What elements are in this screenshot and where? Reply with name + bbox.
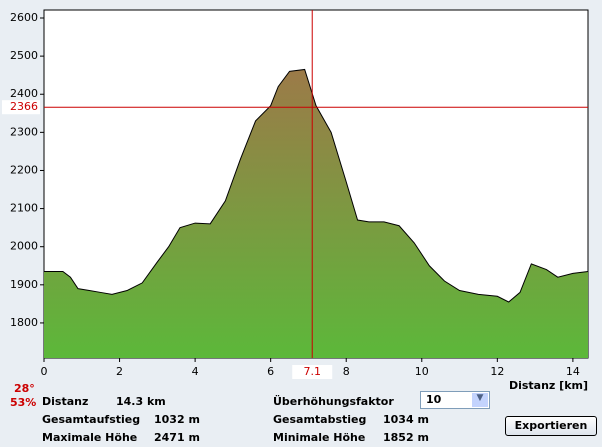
chart: Distanz [km] 180019002000210022002300240… xyxy=(2,9,589,392)
x-tick-label: 0 xyxy=(41,365,48,378)
elevation-line xyxy=(44,68,589,303)
cursor-x-label: 7.1 xyxy=(303,365,321,378)
dropdown-arrow: ▼ xyxy=(472,393,488,407)
y-tick-label: 2400 xyxy=(10,87,38,100)
y-tick-label: 2200 xyxy=(10,163,38,176)
x-tick-label: 8 xyxy=(343,365,350,378)
stat-value: 2471 m xyxy=(154,431,200,444)
y-tick-label: 1800 xyxy=(10,316,38,329)
export-button[interactable]: Exportieren xyxy=(505,416,597,436)
stat-label: Maximale Höhe xyxy=(42,431,138,444)
grade: 53% xyxy=(10,396,37,409)
stat-value: 14.3 km xyxy=(116,395,166,408)
stat-label: Minimale Höhe xyxy=(273,431,366,444)
x-tick-label: 6 xyxy=(267,365,274,378)
y-tick-label: 2100 xyxy=(10,202,38,215)
x-tick-label: 10 xyxy=(415,365,429,378)
x-tick-label: 14 xyxy=(566,365,580,378)
slope: 28° xyxy=(14,382,35,395)
y-tick-label: 2300 xyxy=(10,125,38,138)
stat-label: Überhöhungsfaktor xyxy=(273,395,394,408)
x-axis-label: Distanz [km] xyxy=(509,379,588,392)
x-tick-label: 12 xyxy=(490,365,504,378)
cursor-y-label: 2366 xyxy=(10,100,38,113)
cursor-x-bg xyxy=(292,365,333,379)
factor-value: 10 xyxy=(426,393,442,406)
stat-label: Gesamtaufstieg xyxy=(42,413,141,426)
y-tick-label: 1900 xyxy=(10,278,38,291)
cursor-y-bg xyxy=(2,100,40,115)
y-tick-label: 2500 xyxy=(10,49,38,62)
stat-value: 1852 m xyxy=(383,431,429,444)
x-tick-label: 4 xyxy=(192,365,199,378)
stat-value: 1032 m xyxy=(154,413,200,426)
y-tick-label: 2000 xyxy=(10,240,38,253)
factor-select[interactable]: 10 ▼ xyxy=(420,391,490,409)
x-tick-label: 2 xyxy=(116,365,123,378)
y-tick-label: 2600 xyxy=(10,11,38,24)
stat-label: Distanz xyxy=(42,395,89,408)
stat-label: Gesamtabstieg xyxy=(273,413,367,426)
stat-value: 1034 m xyxy=(383,413,429,426)
